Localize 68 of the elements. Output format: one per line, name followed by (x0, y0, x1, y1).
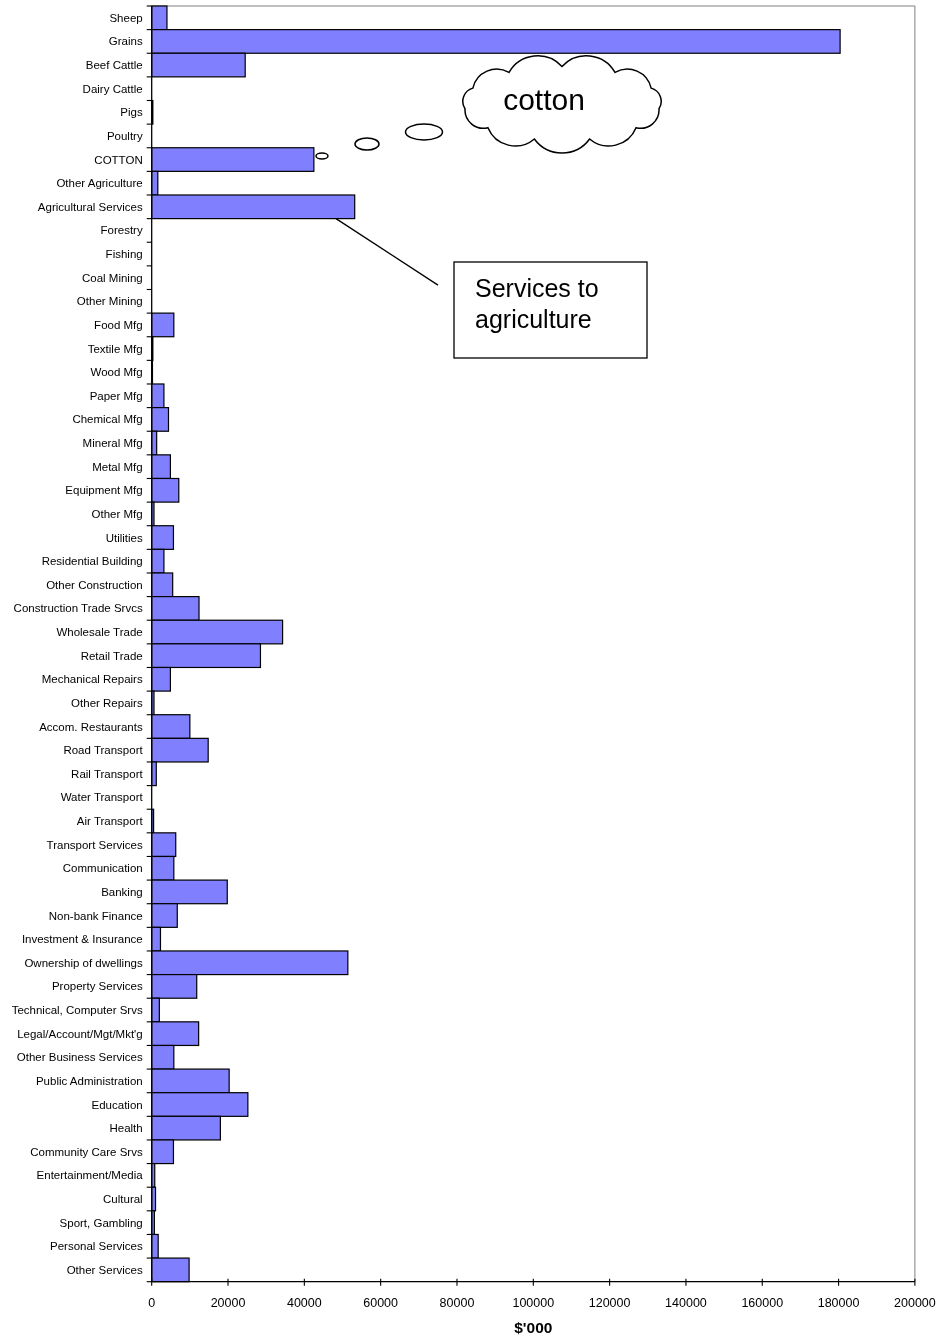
y-tick-label: Accom. Restaurants (39, 720, 143, 733)
y-tick-label: Sport, Gambling (59, 1216, 143, 1229)
y-tick-label: Other Services (66, 1263, 143, 1276)
y-tick-label: Wood Mfg (90, 366, 143, 379)
y-tick-label: Textile Mfg (87, 342, 143, 355)
x-tick-label: 80000 (439, 1295, 475, 1310)
y-tick-label: Personal Services (50, 1240, 143, 1253)
y-tick-label: Dairy Cattle (82, 82, 143, 95)
y-tick-label: Rail Transport (71, 767, 144, 780)
y-tick-label: Residential Building (41, 555, 143, 568)
x-tick-label: 0 (148, 1295, 156, 1310)
x-axis-title: $'000 (514, 1319, 553, 1336)
x-tick-label: 60000 (363, 1295, 399, 1310)
y-tick-label: Cultural (103, 1193, 143, 1206)
y-tick-label: Other Construction (46, 578, 143, 591)
y-tick-label: Entertainment/Media (36, 1169, 144, 1182)
y-tick-label: Utilities (105, 531, 143, 544)
x-tick-label: 100000 (512, 1295, 555, 1310)
y-tick-label: Wholesale Trade (56, 626, 143, 639)
y-tick-label: Poultry (106, 129, 143, 142)
x-tick-label: 200000 (894, 1295, 936, 1310)
annotation: cotton (503, 82, 585, 116)
y-tick-label: Other Agriculture (56, 177, 143, 190)
x-tick-label: 180000 (817, 1295, 860, 1310)
y-tick-label: Coal Mining (81, 271, 143, 284)
y-tick-label: Air Transport (76, 815, 144, 828)
x-tick-label: 160000 (741, 1295, 784, 1310)
x-tick-label: 20000 (210, 1295, 246, 1310)
y-tick-label: Other Mining (76, 295, 143, 308)
annotation: Services to agriculture (475, 274, 599, 333)
y-tick-label: Technical, Computer Srvs (11, 1004, 143, 1017)
y-tick-label: Mechanical Repairs (41, 673, 143, 686)
y-tick-label: Food Mfg (94, 318, 143, 331)
y-tick-label: Fishing (105, 248, 143, 261)
y-tick-label: Other Business Services (16, 1051, 143, 1064)
y-tick-label: Sheep (109, 11, 143, 24)
x-tick-label: 40000 (286, 1295, 322, 1310)
y-tick-label: Banking (101, 885, 143, 898)
y-tick-label: Other Mfg (91, 507, 143, 520)
x-tick-label: 140000 (665, 1295, 707, 1310)
y-tick-label: Communication (62, 862, 143, 875)
y-tick-label: Mineral Mfg (82, 437, 143, 450)
y-tick-label: Metal Mfg (92, 460, 143, 473)
y-tick-label: Ownership of dwellings (24, 956, 143, 969)
y-tick-label: Community Care Srvs (30, 1145, 143, 1158)
y-tick-label: Chemical Mfg (72, 413, 143, 426)
y-tick-label: Forestry (100, 224, 143, 237)
y-tick-label: Non-bank Finance (48, 909, 143, 922)
y-tick-label: Public Administration (35, 1074, 143, 1087)
y-tick-label: Transport Services (46, 838, 143, 851)
y-tick-label: Health (109, 1122, 143, 1135)
y-tick-label: COTTON (94, 153, 143, 166)
y-tick-label: Water Transport (60, 791, 144, 804)
y-tick-label: Grains (108, 35, 143, 48)
y-tick-label: Agricultural Services (37, 200, 143, 213)
y-tick-label: Construction Trade Srvcs (13, 602, 143, 615)
x-tick-label: 120000 (588, 1295, 631, 1310)
y-tick-label: Equipment Mfg (65, 484, 143, 497)
y-tick-label: Retail Trade (80, 649, 143, 662)
y-tick-label: Paper Mfg (89, 389, 143, 402)
y-tick-label: Other Repairs (71, 696, 143, 709)
y-tick-label: Beef Cattle (85, 59, 143, 72)
y-tick-label: Legal/Account/Mgt/Mkt'g (17, 1027, 143, 1040)
y-tick-label: Road Transport (63, 744, 144, 757)
y-tick-label: Property Services (51, 980, 143, 993)
y-tick-label: Investment & Insurance (21, 933, 143, 946)
y-tick-label: Pigs (120, 106, 143, 119)
y-tick-label: Education (91, 1098, 143, 1111)
